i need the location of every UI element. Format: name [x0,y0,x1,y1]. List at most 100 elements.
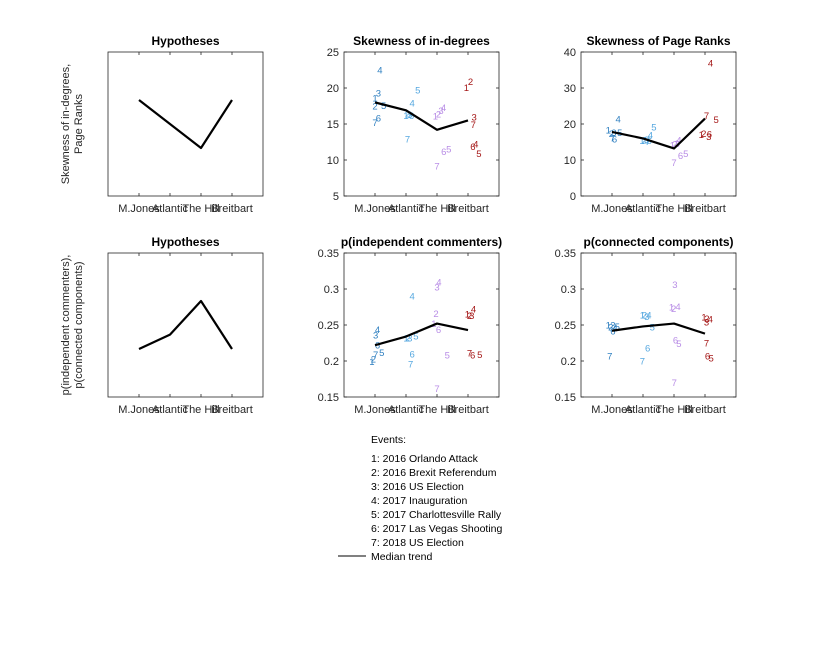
median-trend-line [138,99,233,150]
y-tick-label: 0.25 [555,320,576,332]
x-tick-label: The Hill [418,203,455,215]
y-tick-label: 40 [564,47,576,59]
data-point: 5 [714,115,719,126]
data-point: 4 [473,140,478,151]
data-point: 7 [610,134,615,145]
x-tick-label: M.Jones [354,404,396,416]
median-trend-line [611,117,706,150]
data-point: 4 [616,114,621,125]
data-point: 3 [438,106,443,117]
data-point: 5 [615,322,620,333]
data-point: 5 [415,86,420,97]
data-point: 1 [403,111,408,122]
data-point: 2 [433,309,438,320]
data-point: 4 [441,103,446,114]
data-point: 4 [708,315,713,326]
x-tick-label: Atlantic [388,203,425,215]
data-point: 2 [609,129,614,140]
data-point: 1 [465,310,470,321]
x-tick-label: Atlantic [625,203,662,215]
data-point: 5 [476,149,481,160]
y-axis-label: Page Ranks [73,94,85,154]
data-point: 4 [708,59,713,70]
data-point: 2 [671,304,676,315]
data-point: 2 [436,109,441,120]
y-tick-label: 0.15 [318,392,339,404]
y-tick-label: 20 [327,83,339,95]
data-point: 4 [675,302,680,313]
chart-panel-6: p(connected components) M.JonesAtlanticTh… [555,235,737,416]
data-point: 1 [606,321,611,332]
y-tick-label: 0.35 [555,248,576,260]
legend-item-7: 7: 2018 US Election [371,537,464,549]
data-point: 7 [467,349,472,360]
x-tick-label: M.Jones [591,203,633,215]
data-point: 2 [468,77,473,88]
data-point: 4 [646,310,651,321]
data-point: 6 [441,147,446,158]
data-point: 1 [639,136,644,147]
data-point: 7 [372,118,377,129]
legend: Events: 1: 2016 Orlando Attack 2: 2016 B… [338,434,503,563]
x-tick-label: The Hill [655,203,692,215]
data-point: 4 [436,277,441,288]
data-point: 3 [644,312,649,323]
y-axis-label: p(independent commenters), [60,255,72,396]
data-point: 5 [683,149,688,160]
y-tick-label: 0 [570,191,576,203]
data-point: 6 [436,325,441,336]
data-point: 5 [650,323,655,334]
x-tick-label: Atlantic [625,404,662,416]
chart-title: Skewness of in-degrees [353,34,490,48]
axes-box [343,252,500,398]
data-point: 7 [471,120,476,131]
x-tick-label: The Hill [418,404,455,416]
data-point: 7 [434,384,439,395]
data-point: 1 [699,130,704,141]
data-point: 2 [642,310,647,321]
data-point: 3 [373,331,378,342]
axes-box [107,51,264,197]
data-point: 3 [706,132,711,143]
data-point: 6 [707,130,712,141]
data-point: 7 [405,135,410,146]
x-tick-label: M.Jones [118,203,160,215]
data-point: 4 [471,305,476,316]
data-point: 3 [376,89,381,100]
chart-title: Skewness of Page Ranks [586,34,730,48]
legend-item-6: 6: 2017 Las Vegas Shooting [371,523,503,535]
data-point: 5 [709,354,714,365]
data-point: 1 [464,83,469,94]
data-point: 3 [407,333,412,344]
data-point: 3 [611,128,616,139]
data-point: 1 [372,94,377,105]
data-point: 7 [408,359,413,370]
chart-panel-2: Skewness of in-degrees M.JonesAtlanticThe… [327,34,500,215]
data-point: 2 [608,323,613,334]
data-point: 6 [410,349,415,360]
x-tick-label: The Hill [182,404,219,416]
legend-median-label: Median trend [371,551,432,563]
data-point: 2 [372,102,377,113]
x-tick-label: Breitbart [684,404,726,416]
x-tick-label: M.Jones [118,404,160,416]
data-point: 6 [612,134,617,145]
data-point: 3 [610,321,615,332]
x-tick-label: The Hill [182,203,219,215]
legend-item-4: 4: 2017 Inauguration [371,495,467,507]
chart-title: p(connected components) [583,235,733,249]
median-trend-line [611,322,706,335]
chart-title: p(independent commenters) [341,235,502,249]
x-tick-label: M.Jones [591,404,633,416]
data-point: 3 [407,110,412,121]
x-tick-label: Atlantic [152,404,189,416]
data-point: 6 [376,114,381,125]
data-point: 1 [369,357,374,368]
data-point: 7 [704,339,709,350]
data-point: 5 [446,145,451,156]
data-point: 3 [469,311,474,322]
legend-item-2: 2: 2016 Brexit Referendum [371,467,497,479]
data-point: 5 [379,348,384,359]
